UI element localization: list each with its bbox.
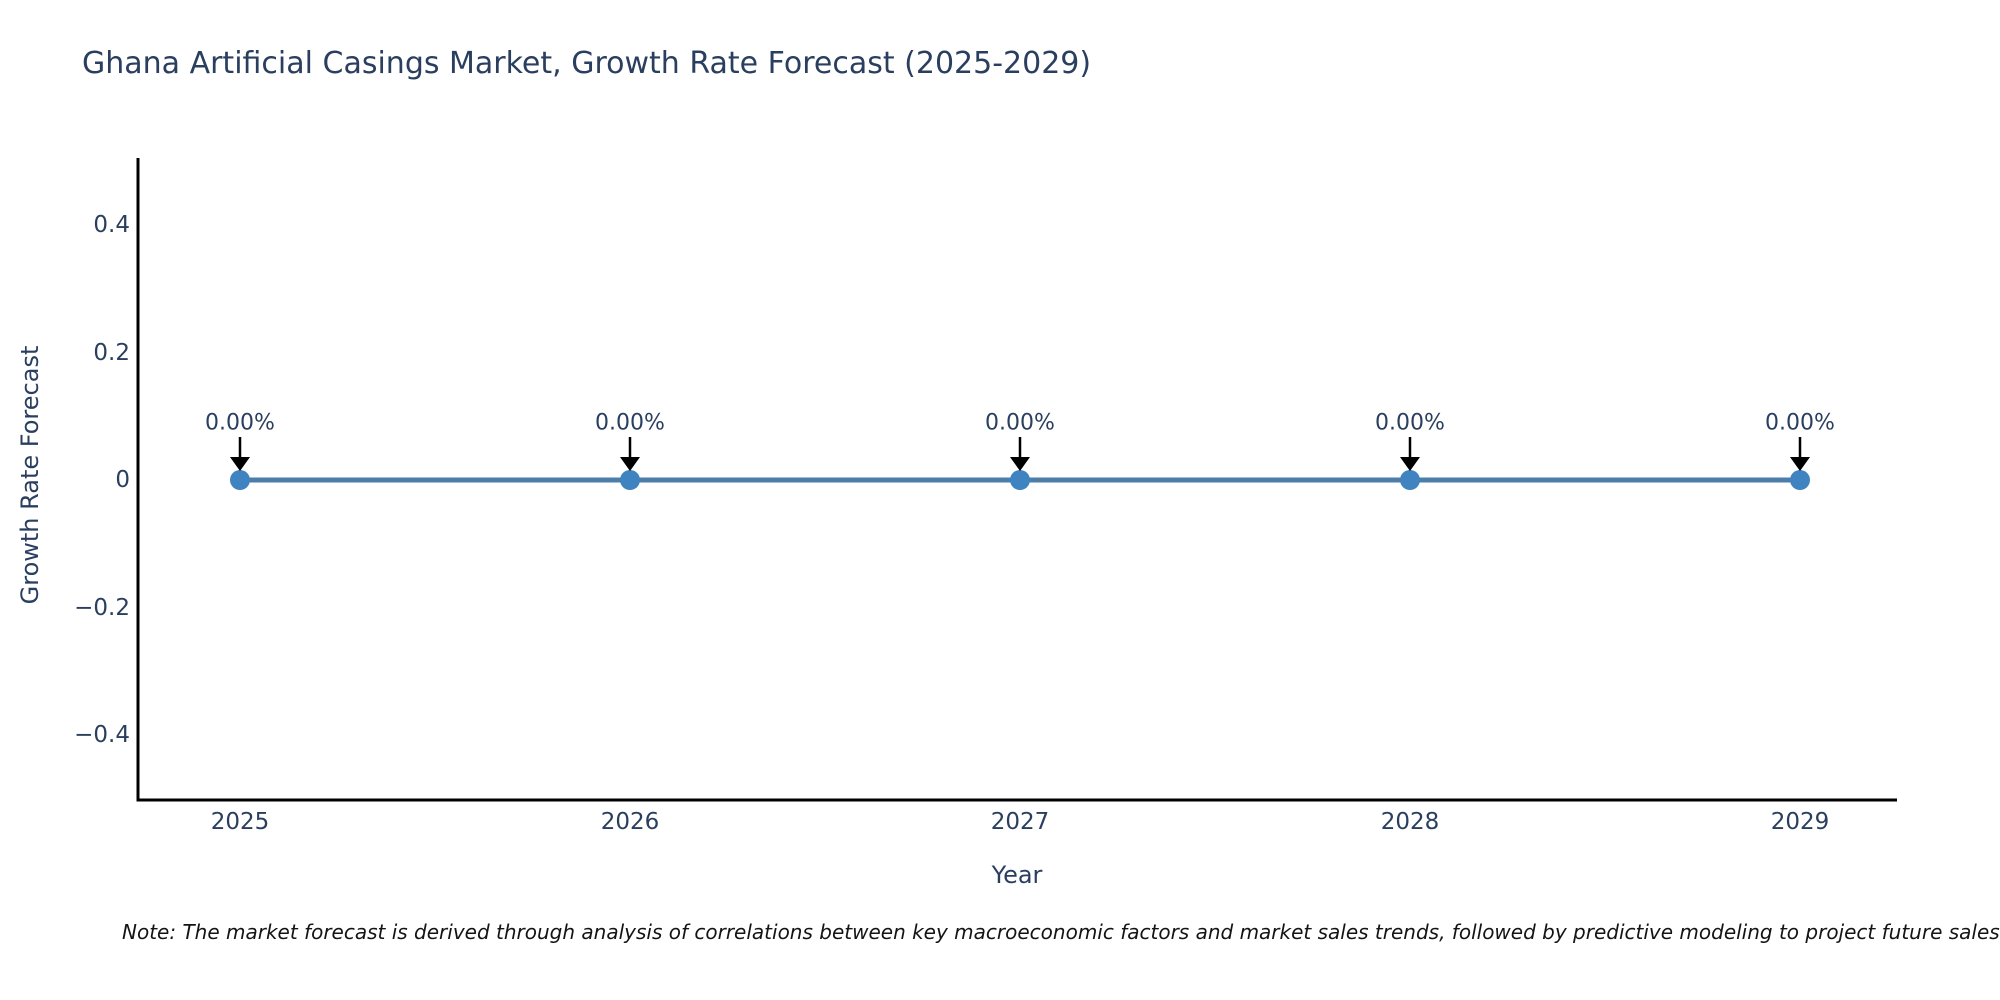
data-point <box>1790 470 1810 490</box>
chart-title: Ghana Artificial Casings Market, Growth … <box>82 46 1092 81</box>
annotation-arrow-head <box>620 457 640 471</box>
x-axis-title: Year <box>991 861 1043 889</box>
data-point <box>230 470 250 490</box>
annotation-arrow-head <box>230 457 250 471</box>
footnote: Note: The market forecast is derived thr… <box>122 920 2000 944</box>
annotation-arrow-head <box>1790 457 1810 471</box>
annotation-arrow-head <box>1010 457 1030 471</box>
data-point <box>1010 470 1030 490</box>
annotation-arrow-head <box>1400 457 1420 471</box>
data-point <box>620 470 640 490</box>
data-point <box>1400 470 1420 490</box>
